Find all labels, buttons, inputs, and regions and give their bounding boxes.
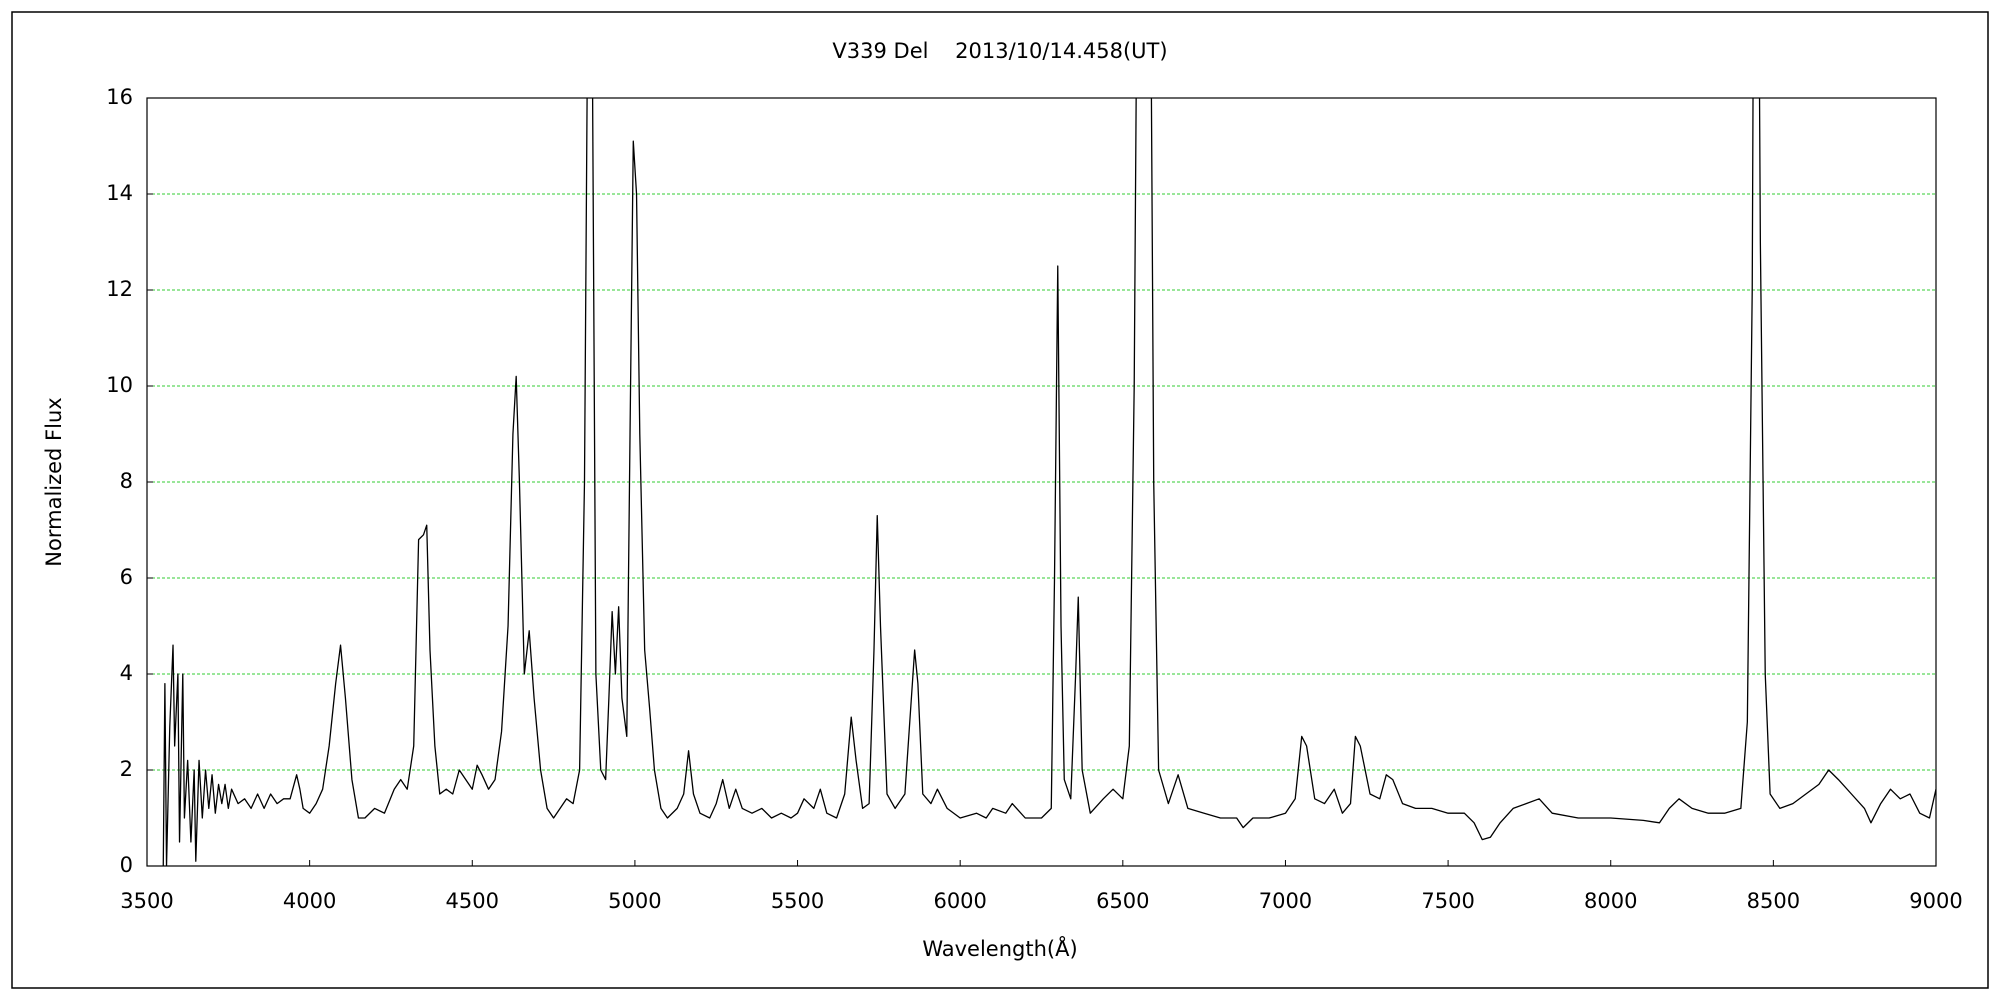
x-axis-label: Wavelength(Å) [922,935,1077,961]
y-tick-label: 12 [106,277,133,301]
x-tick-label: 3500 [120,889,173,913]
y-tick-label: 0 [120,853,133,877]
x-tick-label: 8000 [1584,889,1637,913]
x-tick-label: 4000 [283,889,336,913]
y-tick-label: 10 [106,373,133,397]
spectrum-line [162,98,1936,866]
x-tick-label: 9000 [1909,889,1962,913]
y-tick-label: 14 [106,181,133,205]
y-tick-label: 6 [120,565,133,589]
chart-border [11,11,1989,989]
y-tick-label: 16 [106,85,133,109]
y-tick-label: 8 [120,469,133,493]
x-tick-label: 4500 [446,889,499,913]
chart-title: V339 Del 2013/10/14.458(UT) [832,39,1167,63]
x-tick-label: 6500 [1096,889,1149,913]
x-tick-label: 8500 [1747,889,1800,913]
y-axis-label: Normalized Flux [42,397,66,566]
x-tick-label: 6000 [933,889,986,913]
x-tick-label: 7500 [1421,889,1474,913]
y-tick-label: 4 [120,661,133,685]
x-tick-label: 5500 [771,889,824,913]
x-tick-label: 7000 [1259,889,1312,913]
y-tick-label: 2 [120,757,133,781]
x-tick-label: 5000 [608,889,661,913]
plot-frame [146,97,1937,867]
